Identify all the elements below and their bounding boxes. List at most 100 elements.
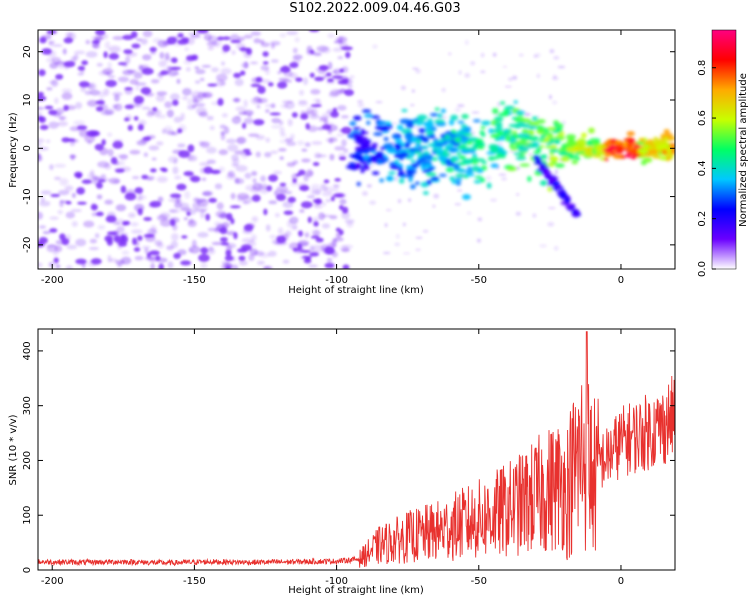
- signal-blob: [460, 124, 468, 129]
- noise-blob: [55, 73, 64, 80]
- noise-blob: [454, 203, 461, 206]
- signal-blob: [515, 110, 525, 115]
- noise-blob: [310, 235, 320, 239]
- noise-blob: [341, 139, 347, 147]
- noise-blob: [164, 101, 173, 109]
- noise-blob: [268, 174, 278, 182]
- noise-blob: [372, 44, 378, 49]
- noise-blob: [233, 72, 241, 79]
- noise-blob: [74, 50, 86, 55]
- noise-blob: [156, 91, 168, 96]
- noise-blob: [330, 196, 335, 202]
- noise-blob: [86, 99, 99, 107]
- noise-blob: [273, 190, 279, 197]
- noise-blob: [170, 233, 179, 241]
- x-tick-label: -100: [325, 576, 348, 587]
- signal-blob: [527, 125, 538, 129]
- noise-blob: [173, 43, 183, 47]
- noise-blob: [234, 78, 244, 87]
- noise-blob: [292, 247, 299, 252]
- noise-blob: [48, 40, 55, 45]
- noise-blob: [195, 103, 206, 107]
- noise-blob: [291, 173, 299, 181]
- signal-blob: [363, 114, 374, 118]
- noise-blob: [98, 70, 111, 76]
- noise-blob: [89, 89, 101, 96]
- noise-blob: [237, 196, 243, 202]
- signal-blob: [353, 126, 361, 131]
- noise-blob: [41, 48, 52, 55]
- noise-blob: [156, 114, 167, 119]
- noise-blob: [133, 71, 143, 79]
- noise-blob: [307, 125, 318, 133]
- noise-blob: [207, 227, 219, 232]
- signal-blob: [448, 147, 458, 153]
- noise-blob: [38, 211, 44, 220]
- signal-blob: [438, 173, 447, 177]
- noise-blob: [38, 111, 42, 117]
- noise-blob: [476, 238, 481, 243]
- noise-blob: [265, 68, 270, 75]
- noise-blob: [74, 171, 83, 178]
- noise-blob: [346, 221, 354, 228]
- noise-blob: [269, 235, 276, 239]
- noise-blob: [107, 61, 112, 70]
- noise-blob: [39, 37, 47, 44]
- noise-blob: [104, 41, 111, 50]
- noise-blob: [201, 177, 207, 182]
- noise-blob: [369, 200, 377, 205]
- noise-blob: [411, 89, 415, 93]
- noise-blob: [242, 228, 253, 235]
- noise-blob: [166, 130, 176, 136]
- noise-blob: [415, 236, 423, 239]
- signal-blob: [527, 175, 532, 182]
- noise-blob: [114, 161, 120, 165]
- noise-blob: [202, 141, 211, 147]
- signal-blob: [493, 116, 504, 122]
- noise-blob: [185, 55, 196, 62]
- noise-blob: [49, 228, 58, 233]
- noise-blob: [214, 221, 222, 227]
- noise-blob: [55, 264, 61, 269]
- noise-blob: [334, 146, 345, 151]
- noise-blob: [132, 175, 140, 180]
- noise-blob: [75, 102, 83, 110]
- noise-blob: [76, 187, 85, 195]
- signal-blob: [461, 114, 469, 119]
- noise-blob: [290, 133, 295, 140]
- noise-blob: [150, 225, 157, 234]
- noise-blob: [161, 168, 168, 173]
- noise-blob: [85, 51, 98, 58]
- noise-blob: [318, 212, 326, 221]
- signal-blob: [351, 154, 362, 160]
- noise-blob: [299, 185, 310, 192]
- spectrogram-ylabel: Frequency (Hz): [8, 112, 19, 188]
- noise-blob: [306, 107, 314, 114]
- signal-blob: [592, 154, 601, 158]
- noise-blob: [305, 122, 311, 130]
- noise-blob: [234, 178, 245, 185]
- noise-blob: [325, 72, 332, 77]
- noise-blob: [207, 45, 214, 51]
- noise-blob: [294, 37, 300, 43]
- noise-blob: [277, 71, 282, 75]
- noise-blob: [216, 36, 225, 41]
- signal-blob: [399, 118, 411, 125]
- noise-blob: [148, 145, 160, 151]
- signal-blob: [566, 146, 577, 153]
- signal-blob: [358, 149, 367, 153]
- noise-blob: [38, 138, 45, 143]
- signal-blob: [508, 123, 517, 128]
- noise-blob: [315, 237, 324, 243]
- noise-blob: [512, 75, 518, 80]
- noise-blob: [515, 193, 520, 196]
- noise-blob: [432, 204, 436, 208]
- x-tick-label: 0: [618, 275, 624, 286]
- noise-blob: [134, 255, 144, 261]
- noise-blob: [277, 81, 288, 89]
- noise-blob: [311, 141, 323, 145]
- noise-blob: [251, 216, 259, 223]
- noise-blob: [497, 142, 503, 146]
- noise-blob: [188, 218, 195, 225]
